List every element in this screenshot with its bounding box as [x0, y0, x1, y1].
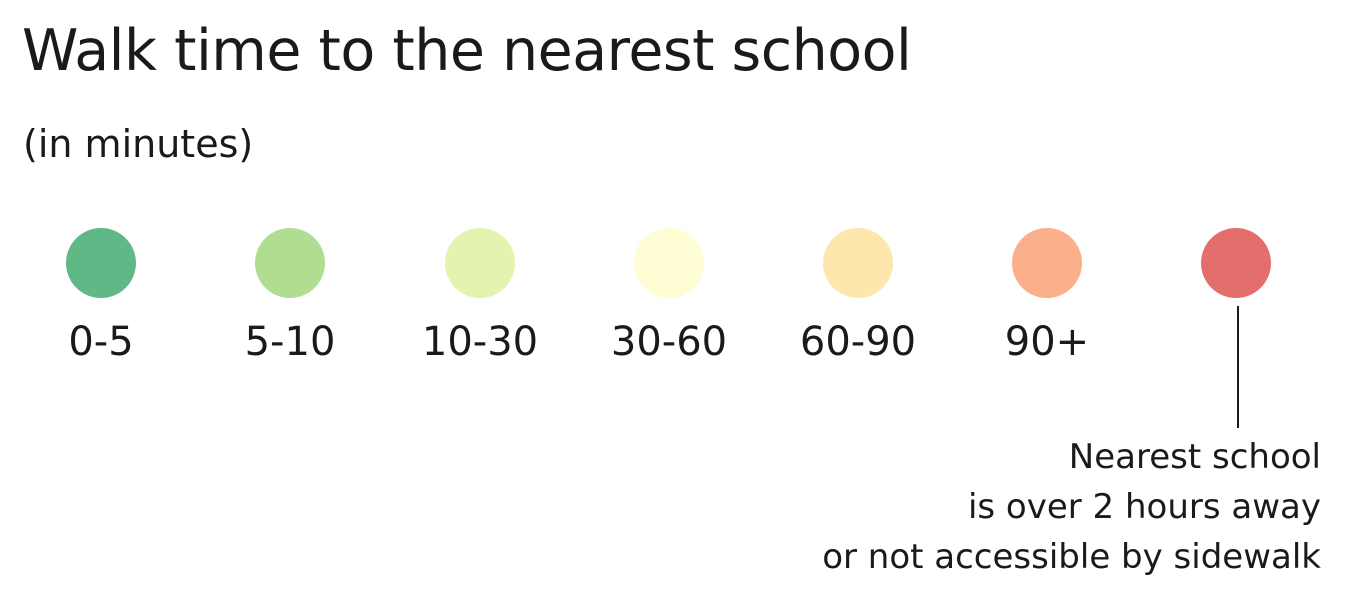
legend-swatch-5-10 — [255, 228, 325, 298]
legend-label-60-90: 60-90 — [799, 319, 917, 365]
legend-swatch-10-30 — [445, 228, 515, 298]
legend-label-5-10: 5-10 — [244, 319, 336, 365]
legend-label-10-30: 10-30 — [421, 319, 539, 365]
legend-item-0-5: 0-5 — [16, 228, 186, 368]
legend-swatch-60-90 — [823, 228, 893, 298]
legend-swatch-90-plus — [1012, 228, 1082, 298]
legend-label-0-5: 0-5 — [68, 319, 134, 365]
legend-swatch-not-accessible — [1201, 228, 1271, 298]
not-accessible-note: Nearest school is over 2 hours away or n… — [761, 432, 1321, 582]
legend-item-90-plus: 90+ — [962, 228, 1132, 368]
legend-item-60-90: 60-90 — [773, 228, 943, 368]
note-line-2: is over 2 hours away — [967, 487, 1321, 527]
legend-label-30-60: 30-60 — [610, 319, 728, 365]
legend-swatch-0-5 — [66, 228, 136, 298]
legend-item-30-60: 30-60 — [584, 228, 754, 368]
note-line-3: or not accessible by sidewalk — [822, 537, 1321, 577]
legend-item-not-accessible — [1151, 228, 1321, 368]
legend-title: Walk time to the nearest school — [22, 18, 912, 84]
legend-subtitle: (in minutes) — [23, 122, 254, 166]
legend-swatch-30-60 — [634, 228, 704, 298]
note-line-1: Nearest school — [1068, 437, 1321, 477]
callout-line — [1237, 306, 1239, 428]
legend-item-5-10: 5-10 — [205, 228, 375, 368]
legend-item-10-30: 10-30 — [395, 228, 565, 368]
legend-label-90-plus: 90+ — [1004, 319, 1090, 365]
